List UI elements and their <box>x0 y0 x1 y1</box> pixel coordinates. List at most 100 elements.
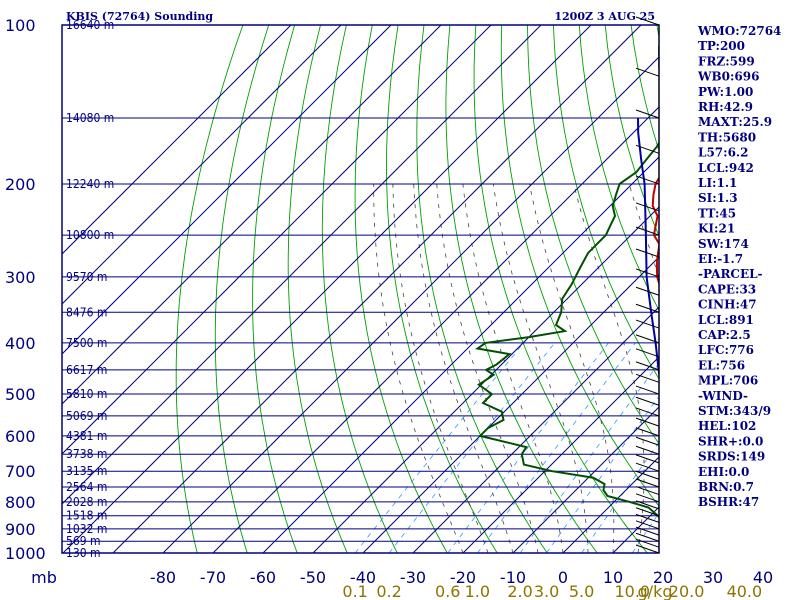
stat-item: BSHR:47 <box>698 495 759 509</box>
wind-barb <box>635 348 660 358</box>
mixing-ratio-label: g/kg <box>638 582 673 600</box>
wind-barb <box>635 286 660 296</box>
temperature-tick-label: -70 <box>200 568 226 587</box>
stat-item: LFC:776 <box>698 343 754 357</box>
stat-item: WB0:696 <box>697 70 759 84</box>
isotherm-line <box>512 406 659 553</box>
height-label: 5810 m <box>66 387 107 401</box>
wind-barb <box>635 67 660 77</box>
temperature-tick-label: -50 <box>300 568 326 587</box>
isotherm-line <box>62 25 392 355</box>
moist-adiabat-line <box>392 183 489 553</box>
stat-item: MAXT:25.9 <box>698 115 772 129</box>
wind-barb <box>635 16 660 26</box>
isotherm-line <box>62 25 342 305</box>
wind-barb <box>635 544 660 554</box>
stat-item: STM:343/9 <box>698 404 771 418</box>
isotherm-line <box>62 25 542 505</box>
mixing-ratio-label: 0.2 <box>376 582 401 600</box>
stat-item: BRN:0.7 <box>698 480 754 494</box>
wind-barb <box>635 538 660 548</box>
stat-item: EHI:0.0 <box>698 465 749 479</box>
wind-barb <box>635 373 660 383</box>
isotherm-line <box>562 456 659 553</box>
height-label: 12240 m <box>66 177 114 191</box>
stat-item: CINH:47 <box>698 298 757 312</box>
wind-barb <box>635 303 660 313</box>
stat-item: SW:174 <box>698 237 749 251</box>
stat-item: MPL:706 <box>698 374 758 388</box>
moist-adiabat-line <box>529 183 615 553</box>
height-label: 1032 m <box>66 522 107 536</box>
wind-barb <box>635 526 660 536</box>
isotherm-line <box>62 25 492 455</box>
mixing-ratio-line <box>519 362 659 553</box>
wind-barb <box>635 500 660 510</box>
wind-barb <box>635 417 660 427</box>
wind-barb <box>635 486 660 496</box>
temperature-axis: mb-80-70-60-50-40-30-20-1001020304050 <box>31 568 773 587</box>
dry-adiabat-line <box>761 25 800 553</box>
isotherm-line <box>262 156 659 553</box>
height-label: 3738 m <box>66 447 107 461</box>
height-label: 2028 m <box>66 495 107 509</box>
temperature-tick-label: 0 <box>558 568 568 587</box>
wind-barb <box>635 507 660 517</box>
pressure-tick-label: 200 <box>5 175 36 194</box>
mixing-ratio-label: 40.0 <box>727 582 763 600</box>
height-label: 16640 m <box>66 18 114 32</box>
stat-item: SI:1.3 <box>698 191 738 205</box>
mixing-ratio-label: 10.0 <box>614 582 650 600</box>
sounding-profiles <box>474 43 659 519</box>
stat-item: TP:200 <box>698 39 745 53</box>
pressure-tick-label: 300 <box>5 268 36 287</box>
height-label: 4381 m <box>66 429 107 443</box>
temperature-tick-label: -80 <box>150 568 176 587</box>
height-label: 3135 m <box>66 464 107 478</box>
temperature-tick-label: 20 <box>653 568 673 587</box>
pressure-tick-label: 800 <box>5 493 36 512</box>
stat-item: L57:6.2 <box>698 146 748 160</box>
height-label: 6617 m <box>66 363 107 377</box>
stat-item: LI:1.1 <box>698 176 737 190</box>
dewpoint-profile-line <box>474 43 659 519</box>
moist-adiabat-line <box>492 183 589 553</box>
dry-adiabat-line <box>252 25 298 553</box>
dry-adiabat-line <box>354 25 448 553</box>
mixing-ratio-label: 1.0 <box>465 582 490 600</box>
wind-barb <box>635 470 660 480</box>
height-label: 10800 m <box>66 228 114 242</box>
wind-barb <box>635 532 660 542</box>
pressure-tick-label: 1000 <box>5 544 46 563</box>
stat-item: RH:42.9 <box>698 100 753 114</box>
stat-item: -WIND- <box>698 389 748 403</box>
stat-item: -PARCEL- <box>698 267 763 281</box>
pressure-tick-label: 400 <box>5 334 36 353</box>
dry-adiabat-line <box>287 25 348 553</box>
mixing-ratio-label: 0.1 <box>342 582 367 600</box>
dry-adiabat-line <box>416 25 548 553</box>
moist-adiabat-line <box>573 183 645 553</box>
mixing-ratio-line <box>477 342 636 553</box>
mixing-ratio-axis: 0.1 0.2 0.6 1.0 2.0 3.0 5.0 10.0 20.0 40.0 g/kg <box>342 582 762 600</box>
wind-barb <box>635 248 660 258</box>
height-label: 5069 m <box>66 409 107 423</box>
dry-adiabat-line <box>500 25 659 507</box>
height-label: 1518 m <box>66 509 107 523</box>
header-datetime: 1200Z 3 AUG 25 <box>554 10 655 23</box>
isotherm-line <box>212 106 659 553</box>
isotherm-line <box>62 25 592 553</box>
stat-item: CAP:2.5 <box>698 328 751 342</box>
wind-barb <box>635 385 660 395</box>
wind-barb <box>635 454 660 464</box>
pressure-tick-label: 600 <box>5 427 36 446</box>
isotherm-line <box>362 256 659 553</box>
temperature-tick-label: 30 <box>703 568 723 587</box>
parcel-profile-line <box>637 117 659 381</box>
mixing-ratio-label: 3.0 <box>534 582 559 600</box>
mixing-ratio-label: 5.0 <box>569 582 594 600</box>
mixing-ratio-label: 2.0 <box>507 582 532 600</box>
wind-barb <box>635 396 660 406</box>
dry-adiabat-line <box>175 25 244 553</box>
height-label: 9570 m <box>66 270 107 284</box>
